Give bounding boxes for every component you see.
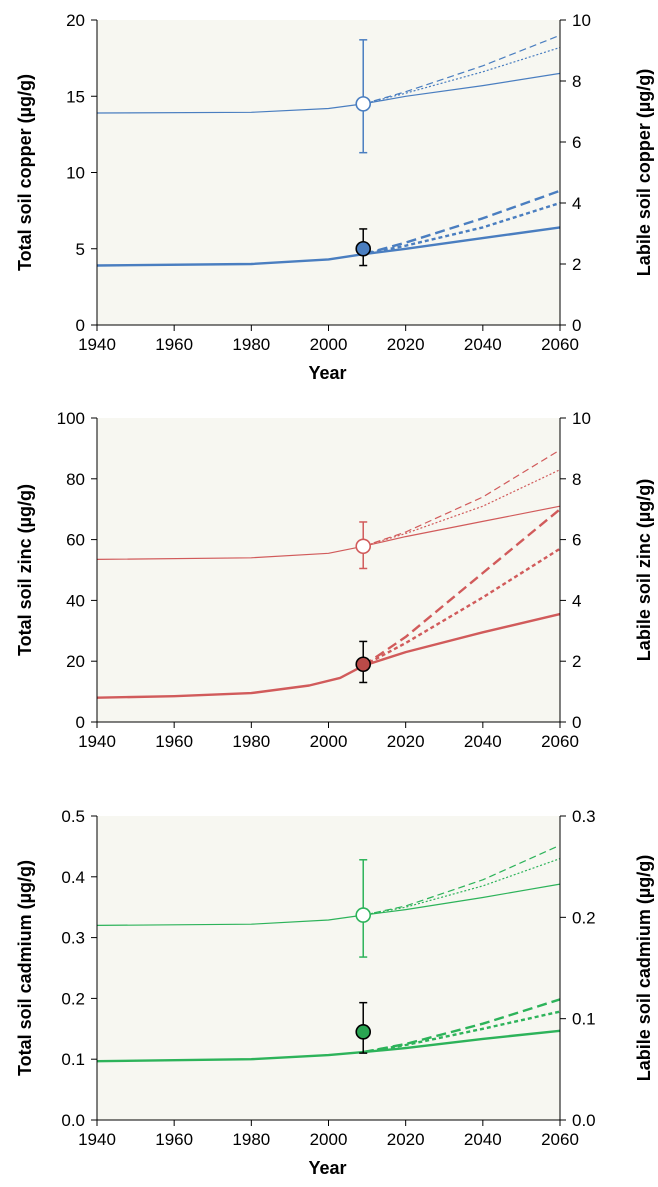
y-left-tick-label: 60 xyxy=(66,531,85,550)
x-tick-label: 1940 xyxy=(78,1130,116,1149)
y-left-axis-title: Total soil copper (µg/g) xyxy=(15,74,35,271)
y-right-tick-label: 8 xyxy=(572,470,581,489)
x-tick-label: 1940 xyxy=(78,732,116,751)
y-left-tick-label: 0.3 xyxy=(61,929,85,948)
x-tick-label: 2020 xyxy=(387,732,425,751)
x-tick-label: 2040 xyxy=(464,335,502,354)
x-axis-title: Year xyxy=(308,1158,346,1178)
series-line-left-thin-dotted xyxy=(363,46,561,105)
plot-background xyxy=(97,418,560,722)
y-left-tick-label: 15 xyxy=(66,87,85,106)
y-left-tick-label: 0 xyxy=(76,316,85,335)
x-tick-label: 1940 xyxy=(78,335,116,354)
x-tick-label: 1960 xyxy=(155,732,193,751)
y-left-axis-title: Total soil cadmium (µg/g) xyxy=(15,860,35,1076)
y-right-tick-label: 6 xyxy=(572,531,581,550)
y-left-tick-label: 0.0 xyxy=(61,1111,85,1130)
x-tick-label: 1980 xyxy=(232,1130,270,1149)
x-tick-label: 1980 xyxy=(232,732,270,751)
x-tick-label: 2020 xyxy=(387,1130,425,1149)
y-right-tick-label: 4 xyxy=(572,194,581,213)
y-right-tick-label: 0 xyxy=(572,316,581,335)
y-right-tick-label: 0 xyxy=(572,713,581,732)
y-left-tick-label: 0.1 xyxy=(61,1050,85,1069)
plot-background xyxy=(97,20,560,325)
series-line-right-thick-dashed xyxy=(362,189,561,256)
y-right-tick-label: 0.0 xyxy=(572,1111,596,1130)
series-line-right-thick-solid xyxy=(96,612,561,699)
y-right-tick-label: 2 xyxy=(572,255,581,274)
y-right-tick-label: 10 xyxy=(572,11,591,30)
y-right-tick-label: 10 xyxy=(572,409,591,428)
y-left-tick-label: 0.5 xyxy=(61,807,85,826)
x-tick-label: 2000 xyxy=(310,732,348,751)
total-observation-point xyxy=(355,96,372,112)
x-tick-label: 1960 xyxy=(155,1130,193,1149)
labile-observation-point xyxy=(355,240,372,257)
y-left-tick-label: 5 xyxy=(76,240,85,259)
y-right-tick-label: 0.2 xyxy=(572,908,596,927)
x-tick-label: 2000 xyxy=(310,1130,348,1149)
y-right-tick-label: 8 xyxy=(572,72,581,91)
y-left-tick-label: 20 xyxy=(66,652,85,671)
x-tick-label: 2040 xyxy=(464,732,502,751)
y-left-tick-label: 80 xyxy=(66,470,85,489)
y-left-tick-label: 0.4 xyxy=(61,868,85,887)
y-right-axis-title: Labile soil copper (µg/g) xyxy=(634,69,654,276)
x-tick-label: 2060 xyxy=(541,732,579,751)
y-left-tick-label: 0 xyxy=(76,713,85,732)
series-line-left-thin-dashed xyxy=(363,34,561,105)
x-tick-label: 2020 xyxy=(387,335,425,354)
x-tick-label: 2040 xyxy=(464,1130,502,1149)
x-tick-label: 2060 xyxy=(541,335,579,354)
series-line-left-thin-dotted xyxy=(363,469,561,547)
y-right-axis-title: Labile soil zinc (µg/g) xyxy=(634,479,654,661)
labile-observation-point xyxy=(355,1024,372,1040)
x-tick-label: 2060 xyxy=(541,1130,579,1149)
y-right-tick-label: 0.3 xyxy=(572,807,596,826)
total-observation-point xyxy=(355,907,372,923)
y-left-tick-label: 40 xyxy=(66,591,85,610)
series-line-left-thin-dotted xyxy=(363,858,561,916)
plot-background xyxy=(97,816,560,1120)
series-line-right-thick-dotted xyxy=(362,547,561,667)
y-right-tick-label: 2 xyxy=(572,652,581,671)
series-line-left-thin-dashed xyxy=(363,449,561,547)
y-left-tick-label: 20 xyxy=(66,11,85,30)
x-tick-label: 2000 xyxy=(310,335,348,354)
chart-cadmium: 1940 1960 1980 2000 2020 2040 20600.00.10.20.3… xyxy=(15,807,654,1178)
x-tick-label: 1960 xyxy=(155,335,193,354)
total-observation-point xyxy=(355,538,372,555)
y-right-axis-title: Labile soil cadmium (µg/g) xyxy=(634,855,654,1081)
series-line-right-thick-dotted xyxy=(363,1010,561,1054)
y-left-tick-label: 10 xyxy=(66,164,85,183)
y-left-tick-label: 100 xyxy=(57,409,85,428)
series-line-left-thin-dashed xyxy=(363,844,561,916)
labile-observation-point xyxy=(355,656,372,673)
y-left-tick-label: 0.2 xyxy=(61,989,85,1008)
series-line-right-thick-dotted xyxy=(362,201,561,256)
x-tick-label: 1980 xyxy=(232,335,270,354)
y-right-tick-label: 6 xyxy=(572,133,581,152)
y-right-tick-label: 4 xyxy=(572,591,581,610)
series-line-right-thick-dashed xyxy=(362,508,561,667)
chart-zinc: 1940 1960 1980 2000 2020 2040 2060020406080100… xyxy=(15,409,654,751)
chart-copper: 1940 1960 1980 2000 2020 2040 2060051015200246… xyxy=(15,11,654,383)
y-right-tick-label: 0.1 xyxy=(572,1010,596,1029)
x-axis-title: Year xyxy=(308,363,346,383)
y-left-axis-title: Total soil zinc (µg/g) xyxy=(15,484,35,656)
